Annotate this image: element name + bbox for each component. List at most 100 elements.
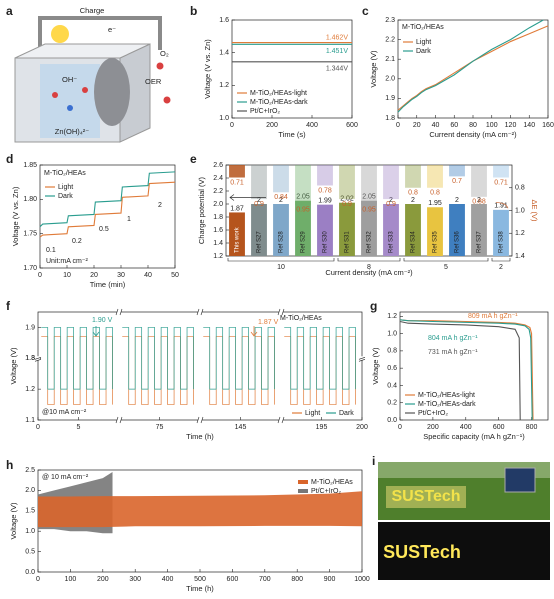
y-tick-label: 1.9 <box>25 324 35 331</box>
schematic-a: a Charge e⁻ OH⁻ O₂ OER Zn(OH)₄²⁻ <box>6 4 171 143</box>
value-label: 0.71 <box>494 179 508 186</box>
bar <box>229 212 245 256</box>
sign <box>386 486 466 508</box>
molecule <box>82 87 88 93</box>
bar-delta <box>361 165 377 205</box>
legend-label: Light <box>416 39 431 46</box>
y-tick-label: 1.4 <box>219 50 229 57</box>
series-line <box>41 336 356 405</box>
bar-delta <box>295 165 311 205</box>
bar <box>273 204 289 256</box>
axis-break <box>34 357 42 360</box>
bar-delta <box>229 165 245 178</box>
x-tick-label: 800 <box>526 424 538 431</box>
axis-break <box>200 416 204 424</box>
y-tick-label: 1.8 <box>25 355 35 362</box>
legend-label: M-TiO₂/HEAs-light <box>250 90 307 97</box>
sign-text: SUSTech <box>383 542 461 562</box>
y-tick-label: 1.0 <box>387 330 397 337</box>
x-tick-label: 80 <box>469 122 477 129</box>
annotation: 1.87 V <box>258 319 279 326</box>
value-label: 0.8 <box>408 190 418 197</box>
bar <box>427 207 443 256</box>
legend-swatch <box>298 480 308 484</box>
y-tick-label: 1.8 <box>385 115 395 122</box>
series-line <box>397 19 544 113</box>
y-tick-label: 2.4 <box>213 175 223 182</box>
y-tick-label: 1.0 <box>515 207 525 214</box>
annotation: @ 10 mA cm⁻² <box>42 474 89 481</box>
x-tick-label: 160 <box>542 122 554 129</box>
y-tick-label: 2.2 <box>213 188 223 195</box>
axis-break <box>200 308 204 316</box>
y-tick-label: 1.2 <box>387 313 397 320</box>
catalyst <box>94 58 130 126</box>
y-tick-label: 1.5 <box>25 508 35 515</box>
x-tick-label: 0 <box>38 272 42 279</box>
molecule <box>156 62 164 70</box>
electrolyte <box>40 64 100 138</box>
category-label: Ref S32 <box>367 231 373 253</box>
legend-label: Dark <box>339 410 354 417</box>
y-tick-label: 2.3 <box>385 17 395 24</box>
group-bracket <box>337 258 401 262</box>
label: O₂ <box>160 49 169 58</box>
annotation: M-TiO₂/HEAs <box>280 315 322 322</box>
panel-label: g <box>370 299 377 313</box>
y-tick-label: 1.6 <box>219 17 229 24</box>
value-label: 2 <box>455 197 459 204</box>
axis-break <box>34 359 42 362</box>
bar-delta <box>449 165 465 177</box>
y-axis-label: Voltage (V) <box>371 347 380 385</box>
value-label: 0.8 <box>430 190 440 197</box>
bar-delta <box>251 165 267 200</box>
x-tick-label: 400 <box>460 424 472 431</box>
axis-break <box>196 308 200 316</box>
label: e⁻ <box>108 25 116 34</box>
bar <box>361 200 377 256</box>
axis-break <box>117 310 121 314</box>
arrow <box>250 326 258 337</box>
axis-break <box>279 310 283 314</box>
legend-label: M-TiO₂/HEAs <box>311 479 353 486</box>
value-label: 2 <box>257 197 261 204</box>
x-tick-label: 195 <box>316 424 328 431</box>
group-label: 2 <box>499 264 503 271</box>
group-label: 8 <box>367 264 371 271</box>
arrow <box>229 194 266 201</box>
plot-frame <box>399 311 549 421</box>
category-label: Ref S38 <box>499 231 505 253</box>
y-tick-label: 1.9 <box>385 95 395 102</box>
x-tick-label: 0 <box>36 576 40 583</box>
bar-delta <box>493 165 509 178</box>
axis-break <box>196 416 200 424</box>
x-tick-label: 500 <box>194 576 206 583</box>
annotation: @10 mA cm⁻² <box>42 409 87 416</box>
panel-label: a <box>6 4 13 18</box>
panel-label: h <box>6 458 13 472</box>
annotation: Unit:mA cm⁻² <box>46 258 88 265</box>
y-tick-label: 1.0 <box>219 115 229 122</box>
x-tick-label: 800 <box>291 576 303 583</box>
legend-label: M-TiO₂/HEAs-light <box>418 392 475 399</box>
x-axis-label: Time (h) <box>186 432 214 441</box>
group-label: 5 <box>444 264 448 271</box>
annotation: M-TiO₂/HEAs <box>44 170 86 177</box>
value-label: 1.91 <box>494 203 508 210</box>
panel-label: c <box>362 4 369 18</box>
axis-break <box>358 359 366 362</box>
legend-label: Dark <box>58 193 73 200</box>
bar-delta <box>427 165 443 188</box>
x-tick-label: 100 <box>65 576 77 583</box>
x-tick-label: 120 <box>505 122 517 129</box>
category-label: Ref S27 <box>257 231 263 253</box>
x-tick-label: 100 <box>486 122 498 129</box>
sun <box>51 25 69 43</box>
y-tick-label: 1.0 <box>25 528 35 535</box>
category-label: Ref S37 <box>477 231 483 253</box>
y-tick-label: 1.6 <box>213 227 223 234</box>
y-axis-label: Voltage (V vs. Zn) <box>203 39 212 99</box>
x-tick-label: 300 <box>129 576 141 583</box>
panel-label: d <box>6 152 13 166</box>
x-tick-label: 60 <box>450 122 458 129</box>
